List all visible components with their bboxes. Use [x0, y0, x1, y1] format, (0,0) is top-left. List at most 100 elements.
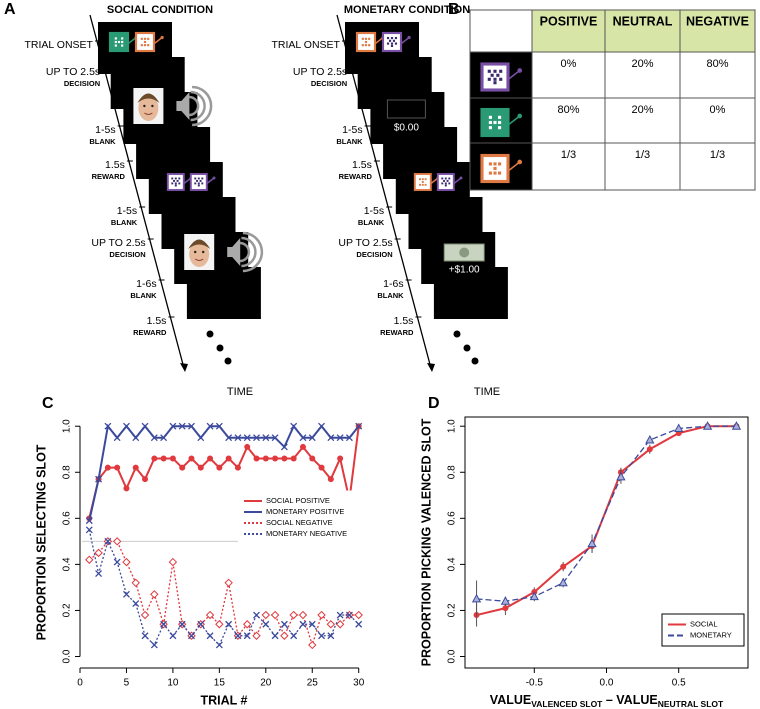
- slot-icon: [355, 31, 385, 53]
- marker: [299, 434, 307, 442]
- slot-lever: [374, 36, 384, 45]
- condition-title: MONETARY CONDITION: [344, 4, 470, 16]
- time-label: TIME: [227, 386, 253, 398]
- sound-wave: [241, 236, 257, 268]
- step-time: TRIAL ONSET: [25, 39, 94, 51]
- table-cell: 20%: [631, 58, 653, 70]
- y-tick-label: 0.4: [447, 557, 458, 571]
- slot-knob: [459, 176, 463, 180]
- marker: [142, 476, 149, 483]
- continuation-dot: [216, 344, 224, 352]
- marker: [280, 620, 288, 628]
- marker: [308, 434, 316, 442]
- marker: [337, 455, 344, 462]
- continuation-dot: [206, 330, 214, 338]
- marker: [289, 610, 298, 620]
- slot-icon: [134, 31, 164, 53]
- marker: [674, 423, 684, 433]
- marker: [169, 422, 177, 430]
- series-line: [476, 425, 737, 617]
- slot-dot: [147, 37, 150, 40]
- x-tick-label: 5: [124, 678, 130, 689]
- step-event: BLANK: [358, 218, 385, 227]
- marker: [243, 434, 251, 442]
- marker: [122, 590, 130, 598]
- x-tick-label: 10: [167, 678, 179, 689]
- face: [189, 241, 210, 267]
- hair: [137, 93, 160, 103]
- slot-lever: [153, 36, 163, 45]
- slot-dot: [444, 182, 447, 185]
- slot-knob: [212, 176, 216, 180]
- marker: [318, 464, 325, 471]
- slot-lever: [507, 115, 521, 126]
- marker: [205, 610, 215, 620]
- step-event: BLANK: [130, 291, 157, 300]
- x-tick-label: 0: [77, 678, 83, 689]
- header-cell: [532, 10, 605, 52]
- slot-dot: [493, 162, 497, 166]
- panel-label: D: [428, 395, 440, 412]
- marker: [197, 434, 205, 442]
- step-time: 1.5s: [352, 159, 372, 171]
- legend-label: SOCIAL NEGATIVE: [266, 518, 333, 527]
- column-header: NEUTRAL: [613, 14, 673, 28]
- speaker: [176, 92, 190, 120]
- slot-frame: [189, 173, 208, 191]
- marker: [645, 434, 655, 444]
- marker: [188, 422, 195, 430]
- slot-frame: [480, 62, 510, 92]
- legend-label: MONETARY: [690, 630, 732, 639]
- slot-dot: [197, 182, 200, 185]
- slot-dot: [488, 126, 492, 130]
- slot-dot: [140, 37, 143, 40]
- step-event: BLANK: [89, 137, 116, 146]
- x-axis-title-part: – VALUE: [602, 693, 657, 707]
- marker: [160, 455, 167, 462]
- panel-label: A: [4, 1, 16, 18]
- marker: [150, 590, 159, 599]
- slot-dot: [361, 37, 364, 40]
- sound-wave: [239, 241, 251, 263]
- slot-dot: [364, 40, 368, 44]
- slot-dot: [499, 77, 503, 81]
- marker: [308, 640, 317, 650]
- step-time: 1-5s: [364, 205, 384, 217]
- slot-dot: [443, 179, 445, 182]
- slot-dot: [421, 178, 424, 181]
- slot-dot: [392, 39, 396, 42]
- marker: [123, 485, 130, 492]
- eye: [202, 250, 205, 254]
- slot-dot: [199, 179, 202, 182]
- slot-dot: [390, 42, 394, 45]
- slot-dot: [174, 182, 177, 185]
- slot-lever: [430, 177, 439, 185]
- step-event: REWARD: [92, 172, 126, 181]
- marker: [132, 434, 140, 442]
- marker: [104, 464, 111, 471]
- slot-dot: [121, 37, 124, 40]
- marker: [327, 434, 335, 442]
- slot-dot: [143, 40, 147, 44]
- marker: [150, 434, 158, 442]
- marker: [281, 455, 288, 462]
- screen-frame: [433, 267, 508, 319]
- marker: [224, 578, 233, 588]
- step-time: UP TO 2.5s: [293, 66, 347, 78]
- slot-knob: [517, 68, 523, 73]
- marker: [188, 632, 195, 640]
- slot-dot: [147, 44, 150, 47]
- slot-dot: [121, 40, 124, 44]
- marker: [151, 455, 158, 462]
- legend-label: SOCIAL: [690, 619, 718, 628]
- marker: [140, 610, 150, 620]
- continuation-dot: [471, 357, 479, 365]
- marker: [197, 464, 204, 471]
- x-axis-title-part: NEUTRAL SLOT: [658, 699, 724, 709]
- marker: [122, 422, 130, 430]
- marker: [345, 611, 353, 619]
- y-tick-label: 0.2: [447, 603, 458, 617]
- marker: [225, 620, 233, 628]
- slot-dot: [386, 36, 390, 40]
- slot-dot: [424, 183, 427, 186]
